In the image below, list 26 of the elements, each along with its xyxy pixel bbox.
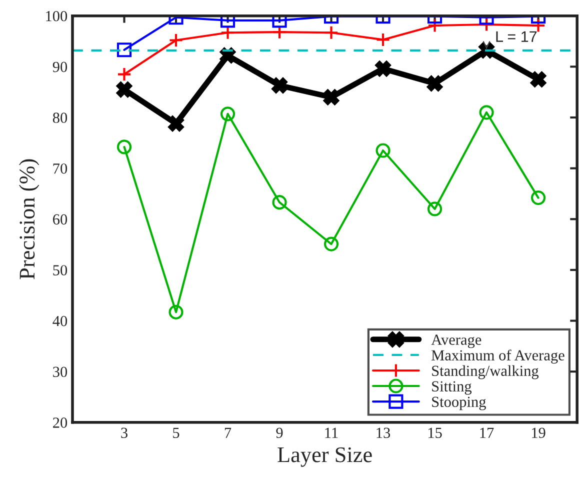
x-tick-label: 7 [224,428,232,438]
y-tick-label: 50 [53,265,68,276]
y-tick-label: 60 [53,214,68,225]
x-tick-label: 13 [376,428,390,438]
x-tick-label: 17 [480,428,494,438]
legend-label: Average [431,334,482,348]
x-tick-label: 15 [428,428,442,438]
legend-label: Stooping [432,396,486,410]
x-tick-label: 11 [325,428,338,438]
x-tick-label: 5 [173,428,180,438]
y-tick-label: 70 [53,163,68,174]
x-tick-label: 9 [276,428,283,438]
legend-label: Standing/walking [432,365,539,380]
y-tick-label: 20 [53,418,68,428]
x-tick-label: 19 [532,428,546,438]
x-axis-title: Layer Size [278,447,372,467]
y-tick-label: 100 [46,10,68,22]
legend-label: Sitting [432,381,472,395]
x-tick-label: 3 [121,428,128,438]
y-axis-title: Precision (%) [19,159,40,280]
y-tick-label: 80 [52,112,68,123]
y-tick-label: 30 [53,366,68,378]
y-tick-label: 40 [52,316,68,326]
legend-label: Maximum of Average [432,350,564,364]
annotation: L = 17 [496,31,537,42]
y-tick-label: 90 [52,62,68,72]
